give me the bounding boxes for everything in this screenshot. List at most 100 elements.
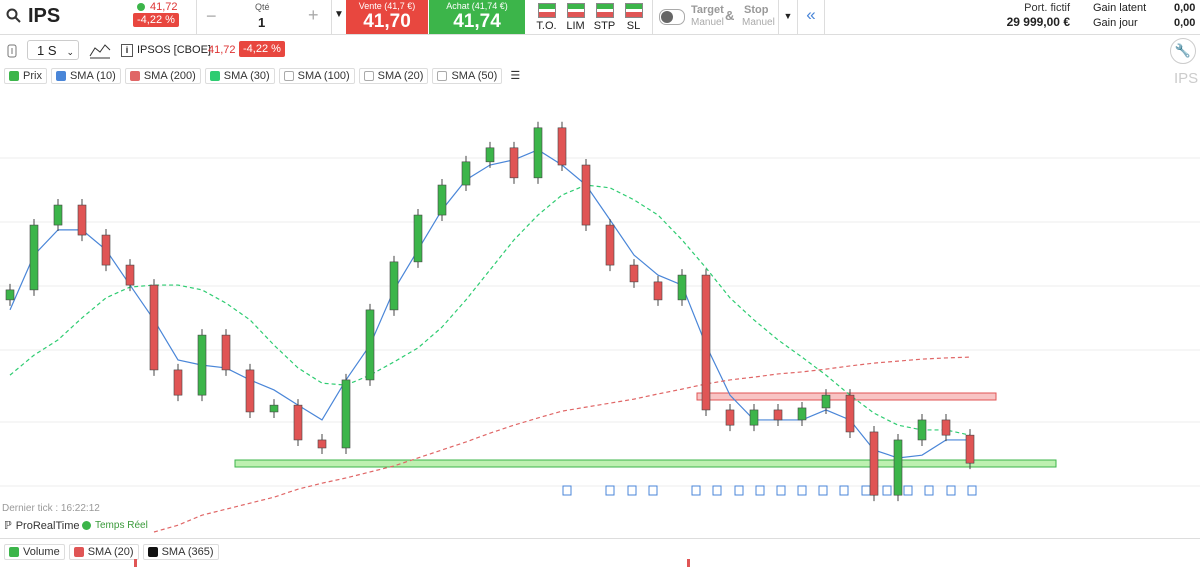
- price-chart: [0, 121, 1200, 533]
- legend-swatch: [9, 547, 19, 557]
- legend-swatch: [55, 71, 66, 81]
- legend-item[interactable]: SMA (20): [68, 544, 139, 560]
- candle-body: [653, 281, 663, 301]
- candle-body: [917, 419, 927, 441]
- order-type[interactable]: STP: [590, 0, 619, 34]
- candle-body: [533, 127, 543, 179]
- candle-body: [725, 409, 735, 426]
- legend-label: SMA (200): [143, 70, 196, 82]
- volume-legend: Volume SMA (20) SMA (365): [4, 544, 219, 560]
- candle-body: [5, 289, 15, 301]
- qty-plus[interactable]: +: [308, 5, 319, 25]
- legend: Prix SMA (10) SMA (200) SMA (30) SMA (100) SM…: [4, 68, 524, 84]
- candle-body: [173, 369, 183, 396]
- candle-body: [749, 409, 759, 426]
- order-type[interactable]: LIM: [561, 0, 590, 34]
- order-types: T.O. LIM STP SL: [532, 0, 650, 34]
- symbol: IPS: [28, 5, 61, 27]
- stop-mode: Manuel: [742, 17, 775, 28]
- candle-body: [797, 407, 807, 421]
- candle-body: [389, 261, 399, 311]
- settings-button[interactable]: 🔧: [1170, 38, 1196, 64]
- order-dropdown[interactable]: ▼: [334, 9, 344, 20]
- period: 1 S: [37, 43, 57, 58]
- volume-bar: [134, 559, 137, 567]
- candle-body: [317, 439, 327, 449]
- candle-body: [893, 439, 903, 496]
- buy-label: Achat (41,74 €): [446, 1, 508, 11]
- legend-item[interactable]: SMA (200): [124, 68, 201, 84]
- legend-label: Volume: [23, 546, 60, 558]
- order-type[interactable]: SL: [619, 0, 648, 34]
- info-icon[interactable]: i: [121, 44, 133, 57]
- candle-body: [557, 127, 567, 166]
- candle-body: [845, 394, 855, 433]
- legend-item[interactable]: SMA (10): [50, 68, 121, 84]
- last-price: 41,72: [150, 1, 178, 13]
- portfolio-label: Port. fictif: [1024, 2, 1070, 14]
- buy-button[interactable]: Achat (41,74 €) 41,74: [429, 0, 525, 34]
- legend-item[interactable]: Volume: [4, 544, 65, 560]
- legend-label: SMA (20): [377, 70, 424, 82]
- candle-body: [581, 164, 591, 226]
- legend-menu[interactable]: ☰: [510, 69, 521, 82]
- legend-swatch: [209, 71, 220, 81]
- legend-swatch: [283, 71, 294, 81]
- gain-day-label: Gain jour: [1093, 17, 1138, 29]
- legend-swatch: [9, 71, 19, 81]
- candle-body: [149, 284, 159, 371]
- candle-body: [77, 204, 87, 236]
- qty-minus[interactable]: −: [206, 6, 217, 26]
- header-change: -4,22 %: [239, 41, 285, 57]
- order-icon: [566, 3, 585, 18]
- legend-item[interactable]: SMA (20): [358, 68, 429, 84]
- portfolio: 29 999,00 €: [1006, 15, 1070, 29]
- legend-swatch: [129, 71, 140, 81]
- dropdown[interactable]: ▼: [778, 0, 797, 34]
- legend-label: SMA (365): [161, 546, 214, 558]
- gain-day: 0,00: [1174, 17, 1196, 29]
- legend-item[interactable]: SMA (365): [142, 544, 219, 560]
- event-icons: [562, 485, 977, 496]
- candle-body: [437, 184, 447, 216]
- candle-body: [677, 274, 687, 301]
- legend-item[interactable]: SMA (30): [204, 68, 275, 84]
- provider-name: ProRealTime: [15, 520, 80, 532]
- candle-body: [269, 404, 279, 413]
- candle-body: [821, 394, 831, 409]
- realtime-dot: [82, 521, 91, 530]
- drag-icon[interactable]: [6, 44, 18, 58]
- candle-body: [701, 274, 711, 411]
- legend-item[interactable]: SMA (100): [278, 68, 355, 84]
- header-last: 41,72: [208, 44, 236, 56]
- sell-price: 41,70: [363, 11, 411, 32]
- sell-button[interactable]: Vente (41,7 €) 41,70: [346, 0, 428, 34]
- chart-header: 1 S ⌄ i IPSOS [CBOE] 41,72 -4,22 % 🔧: [0, 38, 1200, 64]
- gain-latent: 0,00: [1174, 2, 1196, 14]
- toggle[interactable]: [659, 9, 685, 25]
- chart-type-icon[interactable]: [89, 42, 111, 60]
- search-icon[interactable]: [6, 8, 22, 24]
- order-type[interactable]: T.O.: [532, 0, 561, 34]
- indicator-line: [153, 356, 971, 533]
- legend-label: SMA (50): [451, 70, 498, 82]
- legend-item[interactable]: SMA (50): [432, 68, 503, 84]
- period-select[interactable]: 1 S ⌄: [27, 40, 79, 60]
- qty[interactable]: 1: [258, 15, 266, 30]
- candle-body: [461, 161, 471, 186]
- legend-label: Prix: [23, 70, 42, 82]
- legend-item[interactable]: Prix: [4, 68, 47, 84]
- candle-body: [485, 147, 495, 163]
- candle-body: [941, 419, 951, 436]
- qty-box[interactable]: [196, 0, 332, 34]
- candle-body: [605, 224, 615, 266]
- support-zone[interactable]: [234, 459, 1057, 468]
- legend-swatch: [363, 71, 374, 81]
- target-mode: Manuel: [691, 17, 724, 28]
- legend-swatch: [437, 71, 448, 81]
- sell-label: Vente (41,7 €): [358, 1, 416, 11]
- collapse[interactable]: «: [797, 0, 825, 34]
- candle-body: [773, 409, 783, 421]
- legend-label: SMA (20): [87, 546, 134, 558]
- amp: &: [725, 8, 735, 23]
